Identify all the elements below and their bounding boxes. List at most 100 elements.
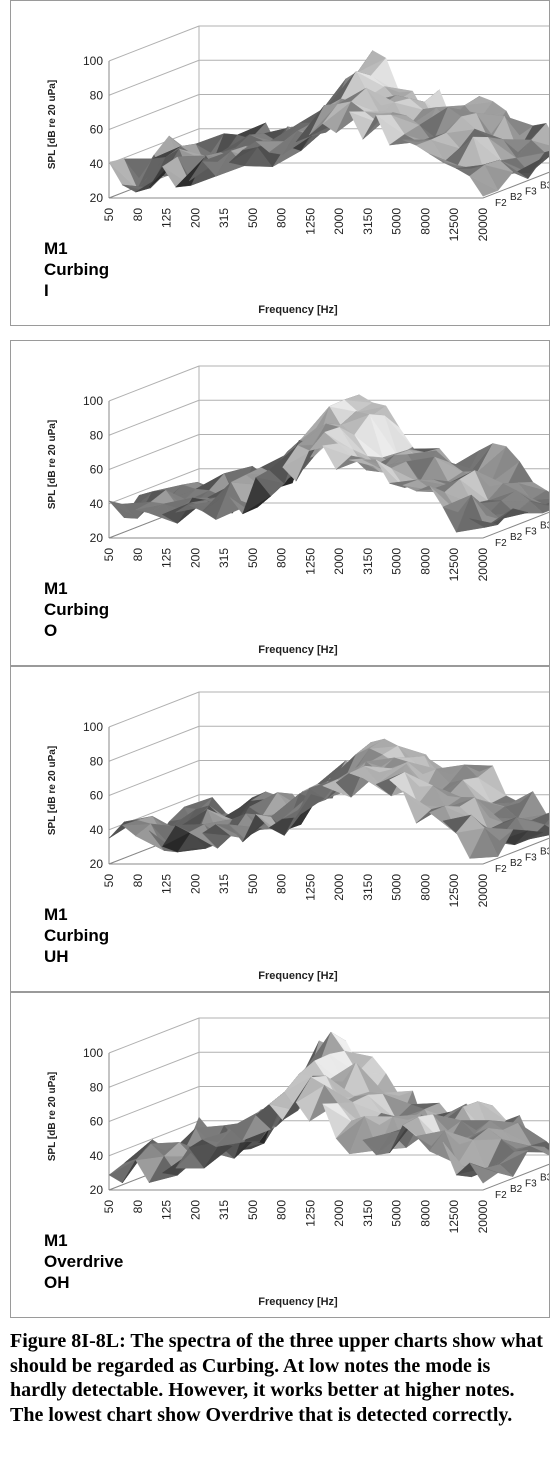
x-tick-label: 3150 (361, 874, 375, 901)
surface-facet (501, 1139, 530, 1149)
gridline (108, 725, 549, 762)
depth-tick-label: F3 (525, 526, 537, 537)
surface-facet (215, 1130, 245, 1147)
surface-facet (392, 1114, 422, 1120)
x-tick-label: 315 (217, 548, 231, 568)
surface-facet (531, 490, 549, 500)
z-tick-label: 80 (90, 1080, 104, 1094)
surface-facet (249, 133, 278, 143)
z-tick-label: 60 (90, 463, 104, 477)
surface-facet (456, 164, 485, 169)
surface-facet (469, 518, 499, 528)
surface-facet (203, 1144, 234, 1169)
x-tick-label: 315 (217, 1200, 231, 1220)
z-tick-label: 40 (90, 1149, 104, 1163)
surface-facet (343, 1050, 374, 1067)
chart-label-line: M1 (44, 905, 68, 924)
y-axis-title: SPL [dB re 20 uPa] (47, 420, 58, 509)
surface-facet (313, 1053, 343, 1082)
surface-facet (432, 785, 462, 798)
surface-facet (335, 101, 365, 133)
surface-facet (395, 1104, 426, 1120)
gridline (108, 25, 549, 62)
surface-facet (475, 112, 505, 135)
x-tick-label: 800 (275, 548, 289, 568)
x-tick-label: 125 (160, 548, 174, 568)
y-axis-title: SPL [dB re 20 uPa] (47, 80, 58, 169)
x-tick-label: 20000 (476, 874, 490, 908)
surface-facet (339, 427, 368, 457)
surface-mesh (108, 50, 549, 197)
surface-facet (464, 764, 493, 772)
surface-facet (297, 423, 327, 446)
z-tick-label: 20 (90, 531, 104, 545)
surface-facet (282, 445, 312, 468)
surface-facet (474, 470, 504, 487)
surface-facet (269, 130, 298, 153)
x-tick-label: 8000 (418, 208, 432, 235)
surface-facet (350, 87, 380, 114)
surface-facet (471, 494, 500, 520)
z-tick-label: 100 (83, 54, 103, 68)
surface-mesh (108, 1031, 549, 1184)
surface-facet (309, 103, 339, 136)
surface-facet (417, 785, 447, 808)
z-tick-label: 60 (90, 789, 104, 803)
surface-facet (323, 426, 353, 450)
surface-facet (340, 1062, 370, 1099)
depth-tick-label: B3 (540, 181, 550, 192)
surface-facet (349, 111, 378, 123)
x-tick-label: 1250 (303, 1200, 317, 1227)
chart-panel-2: 20 40 60 80 100 50 80 125 200 315 500 800 1250 2000 31… (10, 340, 550, 666)
x-tick-label: 12500 (447, 548, 461, 582)
x-tick-label: 5000 (390, 1200, 404, 1227)
x-tick-label: 800 (275, 1200, 289, 1220)
surface-facet (375, 114, 405, 135)
surface-chart-4: 20 40 60 80 100 50 80 125 200 315 500 800 1250 2000 31… (44, 1017, 550, 1308)
surface-facet (455, 814, 486, 833)
surface-chart-3: 20 40 60 80 100 50 80 125 200 315 500 800 1250 2000 31… (44, 691, 549, 982)
surface-facet (502, 139, 532, 153)
x-tick-label: 315 (217, 874, 231, 894)
surface-facet (472, 1127, 502, 1141)
surface-facet (195, 133, 225, 153)
depth-tick-label: B3 (540, 1173, 550, 1184)
chart-label-line: Curbing (44, 260, 109, 279)
surface-facet (150, 1142, 180, 1151)
surface-facet (432, 106, 462, 144)
surface-facet (202, 482, 232, 512)
surface-facet (369, 738, 399, 749)
surface-facet (137, 157, 167, 190)
surface-facet (500, 490, 531, 502)
x-tick-label: 50 (102, 874, 116, 888)
surface-facet (352, 1094, 382, 1114)
surface-facet (404, 124, 434, 144)
surface-facet (325, 1075, 355, 1098)
surface-facet (295, 1077, 325, 1103)
surface-facet (108, 158, 138, 190)
surface-facet (391, 114, 420, 126)
z-tick-label: 100 (83, 720, 103, 734)
surface-facet (177, 848, 206, 853)
x-tick-label: 8000 (418, 1200, 432, 1227)
surface-facet (417, 479, 447, 485)
x-tick-label: 500 (246, 208, 260, 228)
surface-facet (230, 474, 260, 486)
surface-facet (483, 159, 514, 173)
x-tick-label: 1250 (303, 208, 317, 235)
z-tick-label: 40 (90, 157, 104, 171)
surface-facet (108, 1158, 138, 1184)
surface-facet (340, 748, 370, 788)
x-tick-label: 500 (246, 874, 260, 894)
surface-facet (444, 805, 474, 819)
z-tick-label: 80 (90, 428, 104, 442)
surface-facet (108, 820, 138, 839)
z-tick-label: 20 (90, 857, 104, 871)
surface-facet (442, 494, 472, 513)
surface-facet (390, 461, 421, 483)
surface-facet (462, 777, 492, 804)
depth-tick-label: F2 (495, 864, 507, 875)
surface-facet (249, 792, 278, 808)
surface-facet (516, 490, 545, 506)
x-tick-label: 5000 (390, 208, 404, 235)
